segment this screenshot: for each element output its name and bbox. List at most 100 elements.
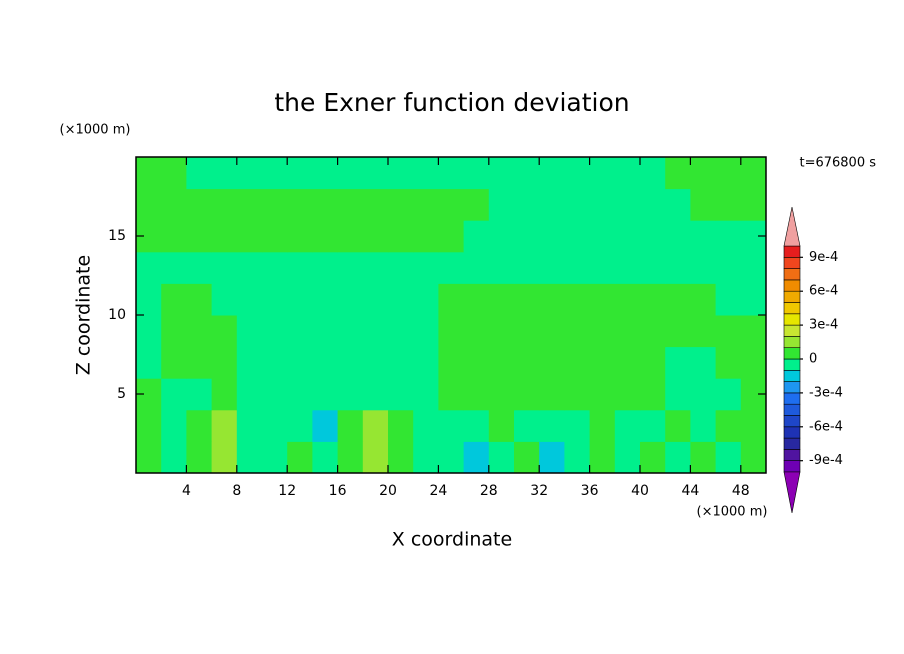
field-cell (413, 188, 439, 221)
field-cell (740, 251, 767, 284)
colorbar-box (783, 460, 801, 473)
field-cell (438, 188, 465, 221)
field-cell (514, 441, 540, 474)
colorbar-box (783, 381, 801, 394)
field-cell (488, 346, 515, 379)
field-cell (665, 441, 691, 474)
field-cell (438, 157, 465, 190)
colorbar-box (783, 347, 801, 360)
field-cell (236, 220, 263, 253)
y-tick-label: 10 (108, 307, 126, 323)
field-cell (640, 220, 666, 253)
field-cell (136, 251, 162, 284)
field-cell (388, 346, 414, 379)
field-cell (312, 220, 339, 253)
field-cell (715, 220, 742, 253)
field-cell (640, 283, 666, 316)
field-cell (539, 409, 565, 442)
field-cell (514, 188, 540, 221)
field-cell (715, 283, 742, 316)
colorbar-box (783, 403, 801, 416)
field-cell (488, 378, 515, 411)
field-cell (438, 251, 465, 284)
field-cell (463, 441, 490, 474)
field-cell (161, 315, 187, 348)
field-cell (488, 188, 515, 221)
field-cell (413, 157, 439, 190)
x-tick-label: 12 (278, 483, 296, 499)
field-cell (211, 157, 238, 190)
field-cell (564, 346, 591, 379)
colorbar-label: -3e-4 (809, 385, 843, 400)
field-cell (589, 157, 616, 190)
colorbar-box (783, 415, 801, 428)
field-cell (337, 315, 364, 348)
field-cell (388, 409, 414, 442)
field-cell (186, 251, 213, 284)
field-cell (514, 409, 540, 442)
field-cell (262, 441, 288, 474)
field-cell (690, 157, 717, 190)
field-cell (136, 283, 162, 316)
colorbar-label: -9e-4 (809, 453, 843, 468)
field-cell (539, 283, 565, 316)
field-cell (236, 441, 263, 474)
field-cell (287, 251, 313, 284)
field-cell (337, 346, 364, 379)
y-tick-label: 15 (108, 228, 126, 244)
field-cell (589, 441, 616, 474)
field-cell (211, 188, 238, 221)
field-cell (665, 220, 691, 253)
field-cell (136, 315, 162, 348)
colorbar-under (783, 471, 801, 514)
field-cell (715, 188, 742, 221)
field-cell (564, 188, 591, 221)
field-cell (665, 409, 691, 442)
field-cell (161, 188, 187, 221)
field-cell (337, 441, 364, 474)
field-cell (514, 251, 540, 284)
colorbar-box (783, 426, 801, 439)
field-cell (312, 409, 339, 442)
field-cell (186, 283, 213, 316)
field-cell (690, 220, 717, 253)
field-cell (312, 283, 339, 316)
field-cell (463, 283, 490, 316)
field-cell (161, 157, 187, 190)
field-cell (539, 441, 565, 474)
field-cell (312, 378, 339, 411)
field-cell (690, 441, 717, 474)
field-cell (413, 409, 439, 442)
field-cell (413, 378, 439, 411)
field-cell (211, 409, 238, 442)
field-cell (488, 251, 515, 284)
field-cell (539, 346, 565, 379)
field-cell (640, 346, 666, 379)
field-cell (463, 346, 490, 379)
field-cell (362, 251, 389, 284)
field-cell (589, 378, 616, 411)
field-cell (362, 409, 389, 442)
field-cell (690, 315, 717, 348)
field-cell (614, 157, 641, 190)
field-cell (211, 220, 238, 253)
field-cell (262, 220, 288, 253)
field-cell (262, 346, 288, 379)
field-cell (186, 188, 213, 221)
x-tick-label: 24 (429, 483, 447, 499)
field-cell (690, 346, 717, 379)
x-tick-label: 44 (681, 483, 699, 499)
field-cell (236, 251, 263, 284)
field-cell (589, 188, 616, 221)
field-cell (665, 378, 691, 411)
field-cell (715, 157, 742, 190)
field-cell (287, 409, 313, 442)
field-cell (211, 441, 238, 474)
field-cell (539, 188, 565, 221)
field-cell (614, 346, 641, 379)
field-cell (161, 409, 187, 442)
field-cell (388, 157, 414, 190)
field-cell (161, 441, 187, 474)
field-cell (614, 409, 641, 442)
colorbar-label: 0 (809, 352, 817, 367)
